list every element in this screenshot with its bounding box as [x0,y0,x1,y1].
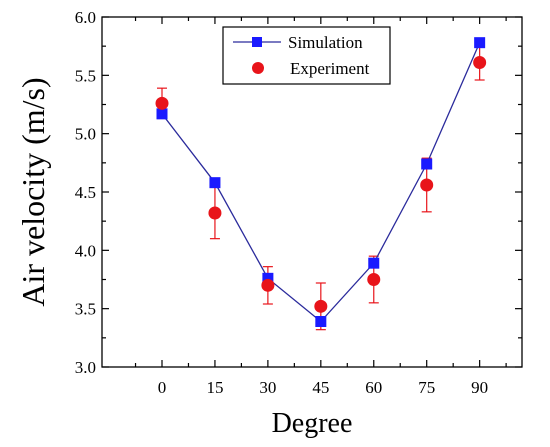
simulation-point [368,257,380,269]
y-tick-label: 5.5 [75,66,96,85]
simulation-point [262,272,274,284]
experiment-point [208,206,222,220]
experiment-point [473,56,487,69]
x-tick-label: 30 [259,378,276,397]
y-tick-label: 6.0 [75,8,96,27]
x-axis-ticks: 0 15 30 45 60 75 90 [134,17,507,397]
simulation-point [156,108,168,120]
x-tick-label: 90 [471,378,488,397]
experiment-point [155,96,169,110]
y-tick-label: 4.5 [75,183,96,202]
x-tick-label: 15 [206,378,223,397]
x-tick-label: 0 [158,378,167,397]
experiment-point [420,178,434,192]
y-tick-label: 4.0 [75,241,96,260]
simulation-point [421,158,433,170]
legend-box [222,26,391,85]
experiment-point [367,273,381,286]
x-tick-label: 60 [365,378,382,397]
y-axis-title: Air velocity (m/s) [15,77,51,306]
simulation-point [474,37,486,49]
experiment-point [314,299,328,313]
y-axis-ticks: 3.0 3.5 4.0 4.5 5.0 5.5 6.0 [75,8,522,377]
simulation-point [315,316,327,327]
y-tick-label: 3.5 [75,300,96,319]
legend-experiment-marker [252,62,264,74]
simulation-point [209,177,221,189]
legend: Simulation Experiment [222,26,391,85]
legend-experiment-label: Experiment [290,59,370,78]
y-tick-label: 5.0 [75,125,96,144]
legend-simulation-label: Simulation [288,33,363,52]
legend-simulation-marker [252,37,262,47]
x-tick-label: 45 [312,378,329,397]
x-axis-title: Degree [272,408,353,439]
y-tick-label: 3.0 [75,358,96,377]
experiment-point [261,278,275,292]
x-tick-label: 75 [418,378,435,397]
series-layer [155,37,487,331]
